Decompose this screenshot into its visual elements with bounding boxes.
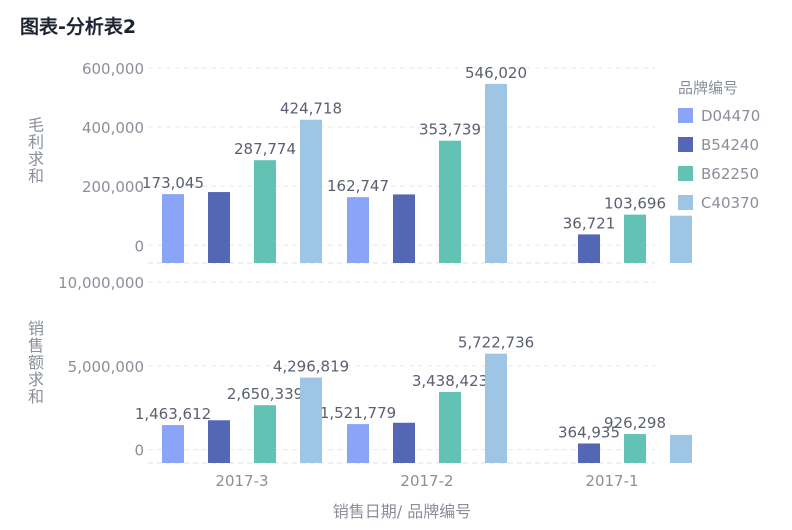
bar-c40370-2017-1[interactable] <box>670 215 692 263</box>
page-title: 图表-分析表2 <box>20 16 137 38</box>
data-label: 1,463,612 <box>135 405 211 423</box>
x-tick-label: 2017-2 <box>400 472 453 490</box>
data-label: 3,438,423 <box>412 372 488 390</box>
bar-d04470-2017-2[interactable] <box>347 197 369 263</box>
y-tick-label: 0 <box>134 442 144 460</box>
legend-item-b54240[interactable]: B54240 <box>678 136 759 154</box>
bar-b54240-2017-3[interactable] <box>208 420 230 463</box>
x-axis-title: 销售日期/ 品牌编号 <box>333 502 471 521</box>
data-label: 36,721 <box>563 214 616 232</box>
bar-d04470-2017-3[interactable] <box>162 194 184 263</box>
bar-b62250-2017-3[interactable] <box>254 405 276 463</box>
data-label: 173,045 <box>142 174 204 192</box>
bar-c40370-2017-3[interactable] <box>300 119 322 264</box>
bar-d04470-2017-2[interactable] <box>347 424 369 463</box>
chart-panel-sales: 0 5,000,000 10,000,000 销售额求和 1,463,612 1,521,… <box>28 274 692 464</box>
data-label: 287,774 <box>234 140 296 158</box>
y-tick-label: 400,000 <box>82 119 144 137</box>
bar-b62250-2017-2[interactable] <box>439 391 461 463</box>
legend-label: D04470 <box>701 107 760 125</box>
y-axis-title: 销售额求和 <box>28 319 44 406</box>
data-label: 424,718 <box>280 100 342 118</box>
data-label: 353,739 <box>419 121 481 139</box>
x-tick-label: 2017-1 <box>585 472 638 490</box>
bar-b54240-2017-2[interactable] <box>393 422 415 463</box>
data-label: 2,650,339 <box>227 385 303 403</box>
y-tick-label: 600,000 <box>82 60 144 78</box>
data-label: 364,935 <box>558 423 620 441</box>
y-tick-label: 5,000,000 <box>68 358 144 376</box>
bar-d04470-2017-3[interactable] <box>162 425 184 463</box>
data-label: 162,747 <box>327 177 389 195</box>
bar-c40370-2017-2[interactable] <box>485 83 507 263</box>
legend-title: 品牌编号 <box>678 79 738 97</box>
legend-swatch <box>678 108 693 123</box>
bar-c40370-2017-1[interactable] <box>670 434 692 463</box>
data-label: 5,722,736 <box>458 334 534 352</box>
data-label: 4,296,819 <box>273 358 349 376</box>
legend: 品牌编号 D04470 B54240 B62250 C40370 <box>678 79 760 212</box>
bar-b62250-2017-1[interactable] <box>624 214 646 263</box>
bar-b62250-2017-1[interactable] <box>624 434 646 463</box>
x-tick-label: 2017-3 <box>215 472 268 490</box>
legend-swatch <box>678 166 693 181</box>
y-tick-label: 200,000 <box>82 178 144 196</box>
legend-label: C40370 <box>701 194 759 212</box>
bar-b54240-2017-2[interactable] <box>393 194 415 263</box>
x-axis: 2017-3 2017-2 2017-1 销售日期/ 品牌编号 <box>215 472 638 521</box>
chart-panel-gross-profit: 0 200,000 400,000 600,000 毛利求和 173,045 162,747… <box>28 60 692 264</box>
bar-b62250-2017-2[interactable] <box>439 140 461 263</box>
legend-swatch <box>678 137 693 152</box>
legend-item-b62250[interactable]: B62250 <box>678 165 759 183</box>
data-label: 1,521,779 <box>320 404 396 422</box>
legend-item-c40370[interactable]: C40370 <box>678 194 759 212</box>
y-tick-label: 10,000,000 <box>58 274 144 292</box>
legend-label: B54240 <box>701 136 759 154</box>
data-label: 546,020 <box>465 64 527 82</box>
legend-item-d04470[interactable]: D04470 <box>678 107 760 125</box>
y-axis-title: 毛利求和 <box>28 116 44 186</box>
legend-swatch <box>678 195 693 210</box>
data-label: 926,298 <box>604 414 666 432</box>
bar-c40370-2017-3[interactable] <box>300 377 322 463</box>
legend-label: B62250 <box>701 165 759 183</box>
bar-b54240-2017-1[interactable] <box>578 234 600 263</box>
data-label: 103,696 <box>604 195 666 213</box>
bar-b62250-2017-3[interactable] <box>254 160 276 263</box>
bar-b54240-2017-3[interactable] <box>208 192 230 263</box>
y-tick-label: 0 <box>134 237 144 255</box>
bar-c40370-2017-2[interactable] <box>485 353 507 463</box>
bar-b54240-2017-1[interactable] <box>578 443 600 463</box>
